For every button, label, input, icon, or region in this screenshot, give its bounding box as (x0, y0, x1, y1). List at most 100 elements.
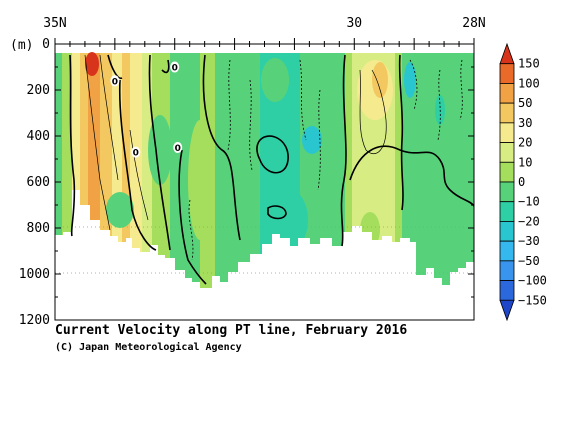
tan-core (372, 62, 388, 98)
velocity-patches (85, 52, 445, 250)
colorbar-label: 20 (518, 136, 532, 150)
credit-text: (C) Japan Meteorological Agency (55, 341, 242, 353)
contour-label: 0 (133, 149, 139, 159)
y-tick-label: 400 (27, 129, 50, 144)
y-tick-label: 1200 (19, 313, 50, 328)
y-tick-label: 800 (27, 221, 50, 236)
velocity-band (112, 44, 122, 320)
colorbar-label: 10 (518, 155, 532, 169)
x-tick-label: 28N (462, 16, 485, 31)
contour-label: 0 (112, 77, 118, 87)
contour-line (69, 54, 76, 237)
cyan-patch (404, 62, 416, 98)
contour-line (202, 54, 241, 241)
contour-line (178, 149, 207, 285)
contour-line (437, 69, 441, 141)
colorbar-swatch (499, 260, 515, 281)
velocity-band (142, 44, 152, 320)
colorbar-label: −30 (518, 234, 540, 248)
colorbar-swatch (499, 122, 515, 143)
y-tick-label: 200 (27, 83, 50, 98)
colorbar-label: 30 (518, 116, 532, 130)
colorbar-swatch (499, 201, 515, 222)
secondary-contours (84, 54, 387, 231)
contour-line (340, 54, 347, 247)
colorbar-label: −50 (518, 254, 540, 268)
contour-line (267, 205, 287, 220)
contour-line (459, 59, 463, 121)
velocity-band (80, 44, 88, 320)
contour-labels: 0 0 0 0 (110, 61, 183, 159)
contour-line (161, 59, 170, 74)
colorbar-label: −150 (518, 293, 547, 307)
colorbar-swatch (499, 161, 515, 183)
contour-label: 0 (175, 144, 181, 154)
red-core (85, 52, 99, 76)
surface-gap (55, 44, 474, 53)
green-patch (188, 120, 212, 240)
contour-line (107, 54, 123, 79)
y-axis-unit: (m) (10, 38, 33, 53)
y-tick-label: 1000 (19, 267, 50, 282)
contour-line (148, 54, 171, 251)
colorbar-label: −100 (518, 274, 547, 288)
colorbar-swatch (499, 221, 515, 242)
negative-contours (188, 59, 463, 261)
contour-line (129, 129, 149, 221)
colorbar-swatch (499, 42, 515, 65)
colorbar-swatch (499, 142, 515, 163)
contour-line (84, 54, 111, 231)
x-tick-label: 30 (346, 16, 362, 31)
velocity-band (62, 44, 72, 320)
contour-line (188, 199, 194, 261)
contour-line (317, 89, 321, 191)
colorbar-label: 50 (518, 96, 532, 110)
teal-patch (106, 192, 134, 228)
colorbar-swatch (499, 181, 515, 203)
contour-line (249, 79, 253, 171)
teal-patch (272, 190, 308, 250)
colorbar-swatch (499, 83, 515, 104)
cyan-patch (302, 126, 322, 154)
y-axis-labels: 0 200 400 600 800 1000 1200 (19, 37, 50, 328)
colorbar-label: −20 (518, 214, 540, 228)
y-tick-label: 0 (42, 37, 50, 52)
velocity-band (122, 44, 130, 320)
teal-patch (148, 115, 172, 185)
contour-line (349, 145, 474, 207)
x-axis-ticks (54, 38, 475, 50)
contour-label-bg (173, 142, 183, 153)
contour-line (359, 69, 387, 155)
colorbar-swatch (499, 63, 515, 84)
colorbar-label: 100 (518, 76, 540, 90)
colorbar-swatch (499, 280, 515, 301)
contour-label: 0 (172, 64, 178, 74)
colorbar-label: −10 (518, 195, 540, 209)
velocity-band (345, 44, 352, 320)
no-data-area (55, 190, 474, 320)
velocity-band (395, 44, 402, 320)
contour-line (256, 135, 289, 174)
y-axis-ticks (55, 43, 474, 321)
contour-label-bg (170, 61, 180, 73)
contour-line (398, 54, 404, 211)
y-tick-label: 600 (27, 175, 50, 190)
contour-line (99, 54, 119, 181)
velocity-heatmap (55, 44, 474, 320)
colorbar-swatch (499, 299, 515, 322)
zero-contours (69, 54, 474, 285)
colorbar-swatch (499, 102, 515, 124)
contour-line (227, 59, 231, 151)
x-tick-label: 35N (43, 16, 66, 31)
contour-label-bg (110, 75, 120, 87)
contour-line (299, 59, 307, 141)
contour-label-bg (131, 146, 141, 158)
teal-patch (226, 90, 254, 150)
teal-patch (261, 58, 289, 102)
chart-title: Current Velocity along PT line, February… (55, 323, 407, 338)
contour-line (118, 79, 157, 251)
x-axis-labels: 35N 30 28N (43, 16, 485, 31)
velocity-band (72, 44, 80, 320)
